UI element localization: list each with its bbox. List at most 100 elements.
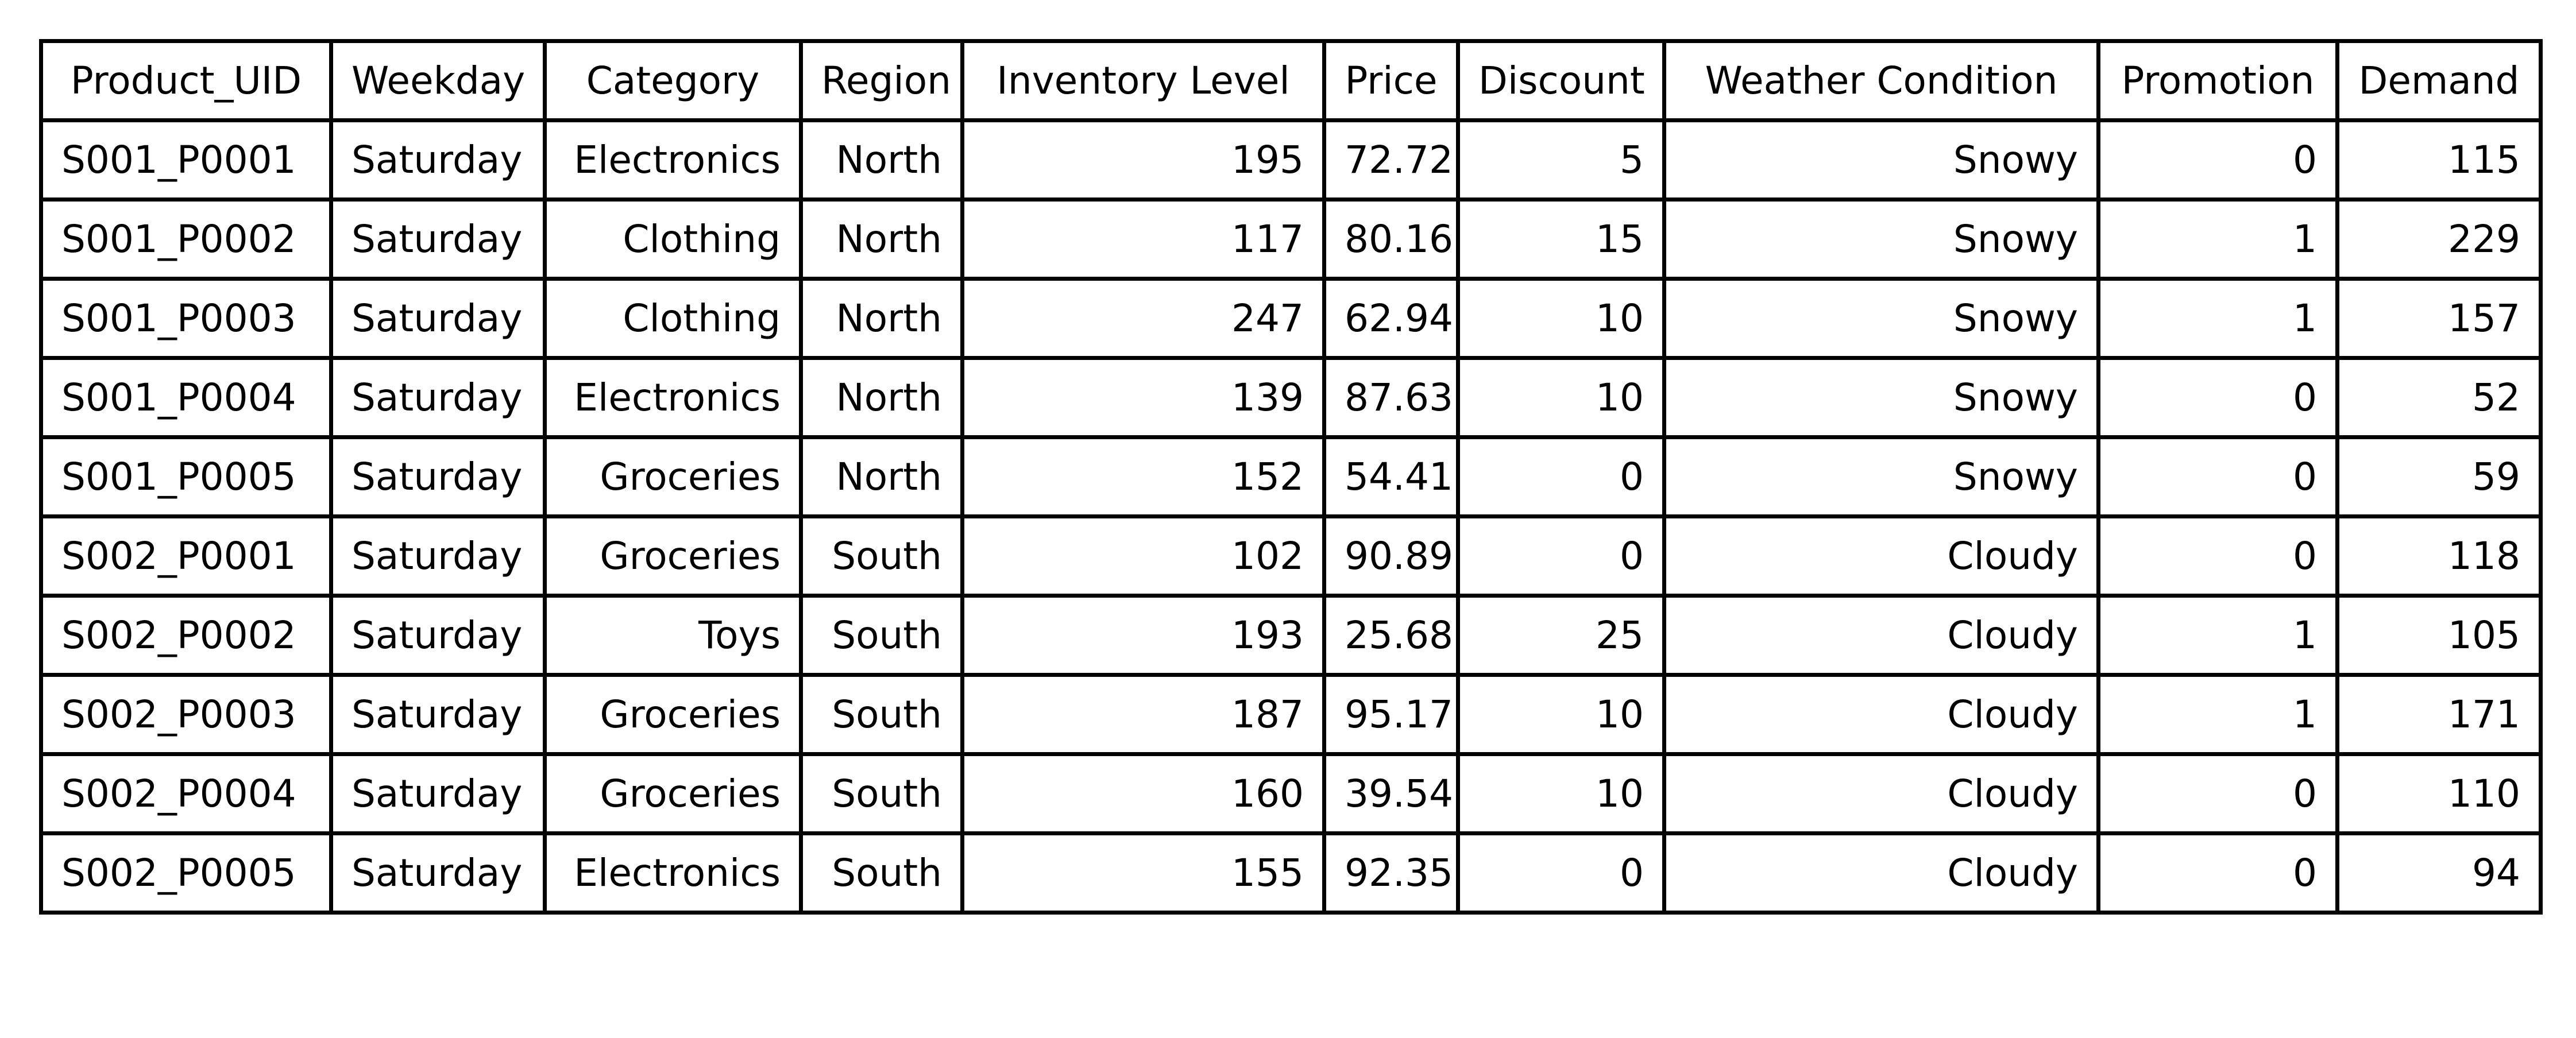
cell-demand: 94 [2335,831,2543,915]
cell-category: Groceries [543,752,803,835]
column-header-price: Price [1322,39,1460,122]
cell-promotion: 0 [2096,435,2339,518]
table-row: S002_P0005 Saturday Electronics South 155 92.… [39,831,2543,915]
cell-price: 39.54 [1322,752,1460,835]
table-header: Product_UID Weekday Category Region Inventor… [39,39,2543,122]
cell-weather-condition: Cloudy [1662,514,2100,598]
cell-product-uid: S002_P0001 [39,514,333,598]
cell-promotion: 0 [2096,831,2339,915]
cell-weather-condition: Snowy [1662,277,2100,360]
cell-category: Electronics [543,831,803,915]
cell-inventory-level: 195 [960,118,1326,202]
cell-category: Clothing [543,277,803,360]
cell-product-uid: S001_P0005 [39,435,333,518]
cell-region: North [799,197,964,281]
data-table: Product_UID Weekday Category Region Inventor… [39,39,2543,915]
cell-demand: 229 [2335,197,2543,281]
cell-demand: 171 [2335,673,2543,756]
table-body: S001_P0001 Saturday Electronics North 195 72.… [39,118,2543,915]
cell-category: Groceries [543,673,803,756]
table-row: S002_P0002 Saturday Toys South 193 25.68 25 Clo… [39,594,2543,677]
cell-weather-condition: Snowy [1662,118,2100,202]
cell-weekday: Saturday [329,435,547,518]
cell-category: Clothing [543,197,803,281]
cell-weather-condition: Cloudy [1662,594,2100,677]
cell-weather-condition: Cloudy [1662,831,2100,915]
cell-weekday: Saturday [329,356,547,439]
cell-promotion: 1 [2096,594,2339,677]
cell-price: 80.16 [1322,197,1460,281]
cell-region: South [799,514,964,598]
column-header-product-uid: Product_UID [39,39,333,122]
column-header-weather-condition: Weather Condition [1662,39,2100,122]
cell-weekday: Saturday [329,831,547,915]
cell-category: Groceries [543,514,803,598]
cell-demand: 110 [2335,752,2543,835]
cell-demand: 105 [2335,594,2543,677]
cell-weekday: Saturday [329,514,547,598]
cell-demand: 59 [2335,435,2543,518]
column-header-weekday: Weekday [329,39,547,122]
cell-price: 25.68 [1322,594,1460,677]
cell-weekday: Saturday [329,594,547,677]
column-header-discount: Discount [1456,39,1666,122]
cell-discount: 0 [1456,831,1666,915]
cell-weekday: Saturday [329,118,547,202]
cell-promotion: 0 [2096,514,2339,598]
cell-region: South [799,673,964,756]
column-header-region: Region [799,39,964,122]
cell-inventory-level: 187 [960,673,1326,756]
cell-product-uid: S001_P0003 [39,277,333,360]
cell-discount: 5 [1456,118,1666,202]
cell-region: North [799,277,964,360]
cell-demand: 118 [2335,514,2543,598]
cell-region: South [799,594,964,677]
cell-demand: 52 [2335,356,2543,439]
cell-price: 90.89 [1322,514,1460,598]
cell-price: 72.72 [1322,118,1460,202]
cell-discount: 15 [1456,197,1666,281]
table-row: S001_P0001 Saturday Electronics North 195 72.… [39,118,2543,202]
cell-weather-condition: Cloudy [1662,752,2100,835]
cell-inventory-level: 160 [960,752,1326,835]
cell-discount: 10 [1456,673,1666,756]
table-row: S001_P0002 Saturday Clothing North 117 80.16 1… [39,197,2543,281]
cell-product-uid: S002_P0002 [39,594,333,677]
cell-promotion: 0 [2096,752,2339,835]
column-header-inventory-level: Inventory Level [960,39,1326,122]
cell-category: Toys [543,594,803,677]
cell-weather-condition: Cloudy [1662,673,2100,756]
cell-category: Electronics [543,118,803,202]
cell-region: North [799,435,964,518]
cell-category: Groceries [543,435,803,518]
cell-region: North [799,356,964,439]
cell-weekday: Saturday [329,197,547,281]
cell-price: 92.35 [1322,831,1460,915]
cell-product-uid: S001_P0001 [39,118,333,202]
column-header-demand: Demand [2335,39,2543,122]
cell-product-uid: S002_P0003 [39,673,333,756]
cell-weather-condition: Snowy [1662,356,2100,439]
cell-inventory-level: 102 [960,514,1326,598]
cell-inventory-level: 193 [960,594,1326,677]
cell-region: North [799,118,964,202]
cell-promotion: 0 [2096,118,2339,202]
cell-product-uid: S001_P0002 [39,197,333,281]
cell-weekday: Saturday [329,673,547,756]
header-row: Product_UID Weekday Category Region Inventor… [39,39,2543,122]
cell-category: Electronics [543,356,803,439]
cell-discount: 0 [1456,514,1666,598]
cell-inventory-level: 247 [960,277,1326,360]
table-row: S002_P0004 Saturday Groceries South 160 39.54… [39,752,2543,835]
cell-weather-condition: Snowy [1662,197,2100,281]
cell-inventory-level: 155 [960,831,1326,915]
cell-discount: 10 [1456,277,1666,360]
cell-region: South [799,752,964,835]
cell-promotion: 1 [2096,277,2339,360]
table-row: S001_P0004 Saturday Electronics North 139 87.… [39,356,2543,439]
cell-promotion: 1 [2096,673,2339,756]
cell-discount: 25 [1456,594,1666,677]
cell-product-uid: S002_P0004 [39,752,333,835]
cell-region: South [799,831,964,915]
cell-discount: 10 [1456,752,1666,835]
